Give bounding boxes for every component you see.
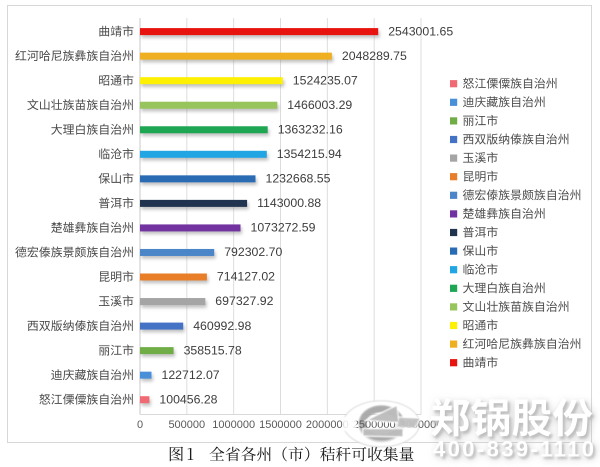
svg-text:792302.70: 792302.70 <box>224 245 282 259</box>
svg-text:460992.98: 460992.98 <box>193 319 251 333</box>
svg-text:2543001.65: 2543001.65 <box>388 24 453 38</box>
svg-text:2000000: 2000000 <box>306 419 349 431</box>
svg-text:1354215.94: 1354215.94 <box>277 147 342 161</box>
svg-text:400-839-1110: 400-839-1110 <box>435 439 598 464</box>
svg-text:400-839-1110: 400-839-1110 <box>433 437 596 462</box>
svg-text:1000000: 1000000 <box>212 419 255 431</box>
svg-text:500000: 500000 <box>168 419 205 431</box>
svg-text:1500000: 1500000 <box>259 419 302 431</box>
svg-text:1466003.29: 1466003.29 <box>287 98 352 112</box>
svg-text:1363232.16: 1363232.16 <box>278 123 343 137</box>
svg-text:0: 0 <box>137 419 143 431</box>
svg-text:1073272.59: 1073272.59 <box>251 221 316 235</box>
svg-text:1232668.55: 1232668.55 <box>266 172 331 186</box>
svg-text:358515.78: 358515.78 <box>184 343 242 357</box>
svg-text:714127.02: 714127.02 <box>217 270 275 284</box>
svg-text:2048289.75: 2048289.75 <box>342 49 407 63</box>
svg-text:100456.28: 100456.28 <box>159 392 217 406</box>
svg-text:122712.07: 122712.07 <box>162 368 220 382</box>
svg-text:1524235.07: 1524235.07 <box>293 73 358 87</box>
svg-text:400-839-1110: 400-839-1110 <box>435 439 598 464</box>
svg-text:697327.92: 697327.92 <box>215 294 273 308</box>
svg-text:1143000.88: 1143000.88 <box>257 196 321 210</box>
